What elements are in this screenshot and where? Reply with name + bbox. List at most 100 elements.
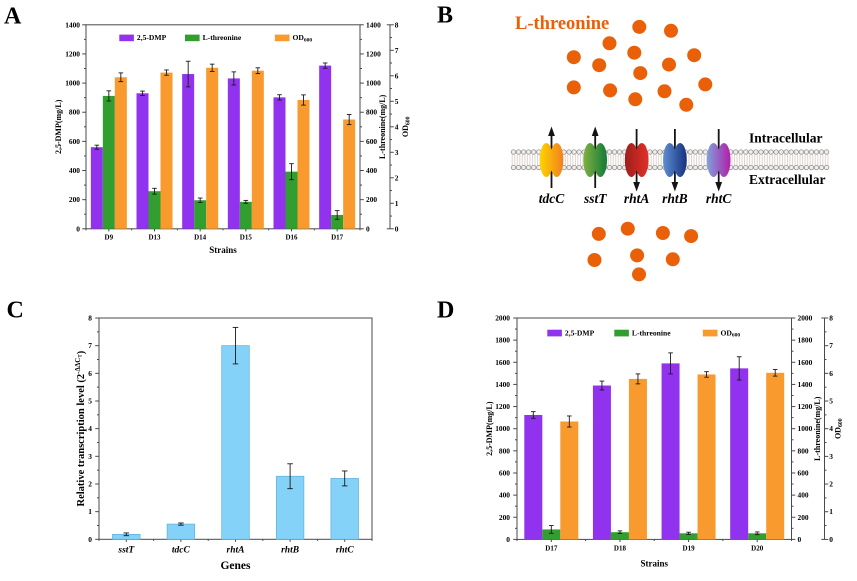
svg-text:2,5-DMP(mg/L): 2,5-DMP(mg/L) bbox=[485, 401, 494, 456]
svg-text:400: 400 bbox=[366, 166, 377, 175]
svg-text:0: 0 bbox=[506, 535, 510, 544]
svg-text:400: 400 bbox=[69, 166, 80, 175]
svg-text:OD600: OD600 bbox=[401, 116, 412, 137]
svg-text:rhtA: rhtA bbox=[227, 546, 245, 556]
svg-text:Relative transcription level (: Relative transcription level (2-ΔΔCT) bbox=[74, 350, 87, 506]
svg-text:Strains: Strains bbox=[209, 245, 237, 255]
svg-text:400: 400 bbox=[798, 491, 809, 500]
svg-text:D17: D17 bbox=[545, 545, 558, 553]
svg-text:600: 600 bbox=[499, 468, 510, 477]
svg-text:OD600: OD600 bbox=[721, 328, 741, 338]
svg-text:5: 5 bbox=[829, 397, 833, 406]
svg-text:0: 0 bbox=[395, 224, 399, 233]
svg-text:7: 7 bbox=[395, 46, 399, 55]
svg-text:Genes: Genes bbox=[220, 560, 251, 572]
svg-text:1: 1 bbox=[88, 507, 92, 516]
svg-text:2: 2 bbox=[829, 480, 833, 489]
svg-text:1000: 1000 bbox=[798, 424, 813, 433]
svg-text:200: 200 bbox=[798, 513, 809, 522]
svg-text:3: 3 bbox=[829, 452, 833, 461]
svg-text:OD600: OD600 bbox=[834, 418, 845, 439]
svg-text:4: 4 bbox=[88, 424, 92, 433]
svg-text:sstT: sstT bbox=[583, 191, 607, 206]
svg-text:Extracellular: Extracellular bbox=[749, 172, 825, 187]
svg-text:2: 2 bbox=[88, 479, 92, 488]
svg-text:1000: 1000 bbox=[65, 79, 80, 88]
svg-text:rhtC: rhtC bbox=[336, 546, 355, 556]
svg-text:B: B bbox=[437, 3, 453, 29]
svg-text:6: 6 bbox=[88, 369, 92, 378]
svg-text:1200: 1200 bbox=[495, 402, 510, 411]
svg-text:1000: 1000 bbox=[495, 424, 510, 433]
svg-text:2000: 2000 bbox=[495, 314, 510, 323]
svg-text:2,5-DMP: 2,5-DMP bbox=[137, 33, 167, 42]
svg-text:600: 600 bbox=[69, 137, 80, 146]
svg-text:1600: 1600 bbox=[495, 358, 510, 367]
svg-text:1: 1 bbox=[395, 199, 399, 208]
svg-text:6: 6 bbox=[395, 71, 399, 80]
svg-text:2,5-DMP(mg/L): 2,5-DMP(mg/L) bbox=[54, 99, 63, 154]
svg-text:D17: D17 bbox=[331, 234, 344, 242]
svg-text:0: 0 bbox=[798, 535, 802, 544]
svg-text:rhtC: rhtC bbox=[706, 191, 733, 206]
svg-text:800: 800 bbox=[499, 446, 510, 455]
svg-text:1400: 1400 bbox=[798, 380, 813, 389]
svg-text:6: 6 bbox=[829, 369, 833, 378]
svg-text:1200: 1200 bbox=[65, 49, 80, 58]
svg-text:1200: 1200 bbox=[366, 49, 381, 58]
svg-text:D13: D13 bbox=[148, 234, 161, 242]
svg-text:1400: 1400 bbox=[495, 380, 510, 389]
svg-text:600: 600 bbox=[366, 137, 377, 146]
svg-text:0: 0 bbox=[76, 224, 80, 233]
svg-text:1800: 1800 bbox=[798, 336, 813, 345]
svg-text:3: 3 bbox=[395, 148, 399, 157]
svg-text:8: 8 bbox=[829, 314, 833, 323]
svg-text:1200: 1200 bbox=[798, 402, 813, 411]
svg-text:A: A bbox=[4, 3, 22, 29]
svg-text:7: 7 bbox=[829, 341, 833, 350]
svg-text:D16: D16 bbox=[285, 234, 298, 242]
svg-text:2: 2 bbox=[395, 173, 399, 182]
svg-text:8: 8 bbox=[88, 314, 92, 323]
svg-text:D: D bbox=[437, 298, 454, 324]
svg-text:Intracellular: Intracellular bbox=[749, 131, 823, 146]
svg-text:4: 4 bbox=[395, 122, 399, 131]
svg-text:1: 1 bbox=[829, 507, 833, 516]
svg-text:4: 4 bbox=[829, 424, 833, 433]
svg-text:D15: D15 bbox=[240, 234, 253, 242]
svg-text:rhtB: rhtB bbox=[281, 546, 299, 556]
svg-text:tdcC: tdcC bbox=[172, 546, 191, 556]
svg-text:L-threonine: L-threonine bbox=[632, 328, 671, 337]
svg-text:1600: 1600 bbox=[798, 358, 813, 367]
svg-text:L-threonine(mg/L): L-threonine(mg/L) bbox=[378, 94, 387, 159]
svg-text:2000: 2000 bbox=[798, 314, 813, 323]
svg-text:Strains: Strains bbox=[640, 559, 668, 569]
svg-text:sstT: sstT bbox=[117, 546, 135, 556]
svg-text:D14: D14 bbox=[194, 234, 207, 242]
svg-text:7: 7 bbox=[88, 341, 92, 350]
svg-text:L-threonine: L-threonine bbox=[203, 33, 242, 42]
svg-text:D9: D9 bbox=[105, 234, 114, 242]
svg-text:200: 200 bbox=[69, 195, 80, 204]
svg-text:L-threonine: L-threonine bbox=[515, 14, 609, 34]
svg-text:8: 8 bbox=[395, 20, 399, 29]
svg-text:D20: D20 bbox=[751, 545, 764, 553]
svg-text:400: 400 bbox=[499, 491, 510, 500]
svg-text:600: 600 bbox=[798, 468, 809, 477]
svg-text:3: 3 bbox=[88, 452, 92, 461]
svg-text:1400: 1400 bbox=[366, 20, 381, 29]
svg-text:800: 800 bbox=[69, 108, 80, 117]
svg-text:D19: D19 bbox=[683, 545, 696, 553]
svg-text:0: 0 bbox=[88, 535, 92, 544]
svg-text:rhtA: rhtA bbox=[624, 191, 650, 206]
svg-text:1000: 1000 bbox=[366, 79, 381, 88]
svg-text:5: 5 bbox=[88, 396, 92, 405]
svg-text:0: 0 bbox=[829, 535, 833, 544]
svg-text:800: 800 bbox=[798, 446, 809, 455]
svg-text:5: 5 bbox=[395, 97, 399, 106]
svg-text:200: 200 bbox=[499, 513, 510, 522]
svg-text:L-threonine(mg/L): L-threonine(mg/L) bbox=[813, 396, 822, 461]
svg-text:OD600: OD600 bbox=[293, 33, 313, 43]
svg-text:200: 200 bbox=[366, 195, 377, 204]
svg-text:1800: 1800 bbox=[495, 336, 510, 345]
